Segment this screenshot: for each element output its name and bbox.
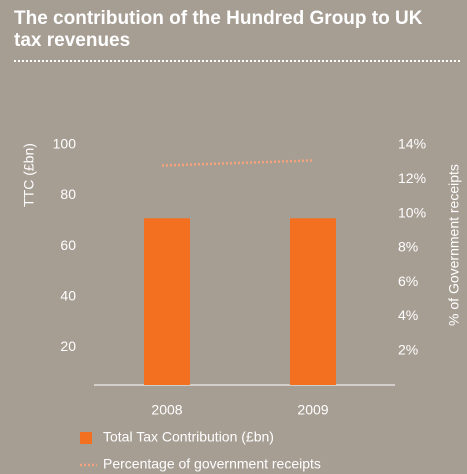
y2-tick-label: 10% (398, 204, 426, 220)
y2-tick-label: 8% (398, 239, 418, 255)
y2-tick-label: 14% (398, 136, 426, 152)
legend-swatch (80, 432, 92, 444)
y-tick-label: 80 (60, 186, 76, 202)
y2-tick-label: 6% (398, 273, 418, 289)
y-tick-label: 100 (53, 136, 77, 152)
bar (144, 218, 190, 385)
x-tick-label: 2008 (151, 402, 182, 418)
legend-label: Total Tax Contribution (£bn) (103, 429, 274, 445)
line-series (161, 159, 314, 167)
y2-tick-label: 4% (398, 307, 418, 323)
bar (290, 218, 336, 385)
y-axis-title: TTC (£bn) (21, 143, 37, 207)
y-tick-label: 20 (60, 338, 76, 354)
y-tick-label: 60 (60, 237, 76, 253)
y-tick-label: 40 (60, 287, 76, 303)
y2-axis-title: % of Government receipts (446, 164, 462, 326)
x-tick-label: 2009 (297, 402, 328, 418)
legend-label: Percentage of government receipts (103, 456, 321, 472)
title-separator (14, 60, 460, 62)
chart-title: The contribution of the Hundred Group to… (14, 8, 423, 51)
y2-tick-label: 2% (398, 341, 418, 357)
y2-tick-label: 12% (398, 170, 426, 186)
